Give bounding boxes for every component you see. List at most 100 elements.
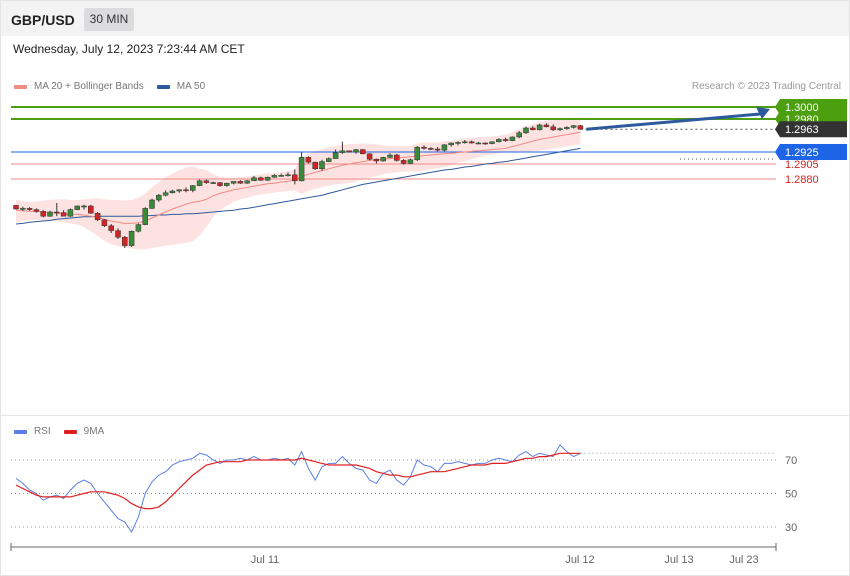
candle-body: [326, 158, 332, 162]
candle-body: [176, 189, 182, 192]
candle-body: [210, 182, 216, 184]
x-axis-label-Jul 12: Jul 12: [565, 554, 594, 566]
candle-body: [570, 125, 577, 128]
candle-body: [332, 152, 339, 159]
candle-body: [441, 144, 448, 151]
candle-body: [523, 127, 529, 134]
candle-body: [230, 181, 237, 184]
ma20-swatch: [14, 84, 27, 89]
forecast-arrow-shaft: [586, 112, 761, 131]
candle-body: [339, 150, 346, 153]
candle-body: [550, 126, 556, 131]
ma50-legend-label: MA 50: [176, 81, 206, 92]
x-axis-label-Jul 23: Jul 23: [729, 554, 758, 566]
candle-body: [13, 205, 19, 210]
candle-body: [468, 141, 475, 144]
rsi-9ma-line: [15, 452, 581, 510]
candle-body: [203, 180, 210, 183]
level-label-1.2880: 1.2880: [785, 174, 819, 186]
candle-body: [448, 142, 454, 146]
rsi-legend: RSI 9MA: [14, 426, 104, 437]
candle-body: [278, 175, 284, 177]
candle-body: [196, 180, 203, 186]
rsi-swatch: [14, 429, 27, 434]
candle-body: [305, 157, 312, 163]
candle-body: [516, 132, 522, 138]
candle-body: [564, 127, 570, 129]
candle-body: [217, 182, 223, 186]
ma20-line: [15, 131, 581, 224]
candle-body: [20, 208, 26, 210]
candle-body: [366, 153, 373, 160]
candle-body: [285, 174, 291, 177]
rsi-legend-label: RSI: [34, 426, 51, 437]
candle-body: [26, 208, 33, 210]
candle-body: [455, 142, 461, 144]
candle-body: [502, 139, 509, 141]
candle-body: [60, 212, 67, 217]
candle-body: [81, 205, 87, 208]
ma50-swatch: [156, 84, 170, 89]
candle-body: [149, 199, 155, 209]
candle-body: [577, 125, 584, 130]
level-label-1.2905: 1.2905: [785, 159, 819, 171]
candle-body: [244, 180, 250, 184]
candle-body: [33, 209, 40, 212]
candle-body: [298, 157, 305, 182]
candle-body: [88, 205, 94, 214]
candle-body: [346, 150, 352, 153]
x-axis-label-Jul 11: Jul 11: [251, 554, 280, 566]
rsi-axis-label-50: 50: [785, 489, 797, 501]
candle-body: [47, 211, 53, 217]
candle-body: [101, 219, 108, 227]
candle-body: [264, 176, 271, 181]
candle-body: [428, 148, 434, 150]
candle-body: [543, 124, 550, 128]
candle-body: [360, 149, 366, 155]
candle-body: [128, 230, 135, 246]
rsi-line: [15, 444, 581, 534]
candle-body: [271, 175, 278, 178]
candle-body: [224, 182, 230, 186]
timeframe-button[interactable]: 30 MIN: [84, 8, 134, 31]
candles-group: [13, 123, 584, 248]
level-label-1.2963: 1.2963: [785, 124, 819, 136]
x-axis-label-Jul 13: Jul 13: [664, 554, 693, 566]
level-tag-1.2925: [775, 144, 847, 160]
candle-body: [400, 160, 407, 164]
candle-body: [156, 194, 162, 201]
candle-body: [190, 185, 196, 191]
candle-body: [557, 128, 563, 131]
forecast-arrow-head: [756, 107, 770, 119]
candle-body: [496, 139, 502, 143]
level-label-1.2925: 1.2925: [785, 147, 819, 159]
ma50-line: [15, 147, 581, 225]
candle-body: [353, 149, 359, 153]
level-tag-1.2963: [775, 121, 847, 138]
candle-body: [108, 225, 114, 231]
ma9-legend-label: 9MA: [83, 426, 105, 437]
candle-body: [462, 141, 468, 144]
candle-body: [509, 136, 516, 141]
candle-body: [482, 142, 488, 145]
candle-body: [380, 157, 386, 162]
candle-body: [319, 161, 325, 170]
panel-separator: [1, 415, 849, 416]
candle-body: [387, 154, 393, 158]
candle-body: [74, 205, 80, 210]
candle-body: [162, 192, 169, 196]
candle-body: [373, 158, 380, 162]
candle-body: [142, 208, 148, 225]
candle-body: [421, 146, 427, 149]
candle-body: [414, 146, 420, 161]
ma9-swatch: [63, 429, 77, 434]
candle-body: [115, 230, 121, 238]
candle-body: [40, 211, 46, 217]
ma20-legend-label: MA 20 + Bollinger Bands: [34, 81, 144, 92]
candle-body: [237, 181, 244, 184]
candle-body: [489, 141, 495, 144]
main-legend: MA 20 + Bollinger Bands MA 50: [14, 81, 205, 92]
candle-body: [530, 127, 536, 131]
